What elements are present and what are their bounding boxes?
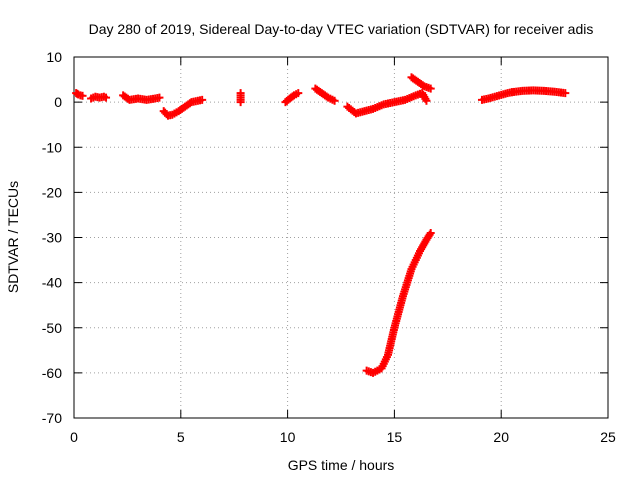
y-axis-tick-labels: 10 0 -10 -20 -30 -40 -50 -60 -70 [42,49,62,426]
data-point [426,84,435,93]
y-axis-label: SDTVAR / TECUs [5,181,21,293]
grid-lines [74,57,608,418]
x-tick-label: 0 [70,429,78,445]
data-point [78,91,87,100]
x-axis-tick-labels: 0 5 10 15 20 25 [70,429,616,445]
y-tick-label: -10 [42,139,62,155]
y-tick-label: -50 [42,320,62,336]
data-points [72,73,570,377]
y-tick-label: -20 [42,184,62,200]
data-point [102,93,111,102]
data-point [294,89,303,98]
y-tick-label: 10 [46,49,62,65]
y-tick-label: -40 [42,275,62,291]
data-point [561,89,570,98]
data-point [422,96,431,105]
x-tick-label: 5 [177,429,185,445]
data-point [236,98,245,107]
y-tick-label: -60 [42,365,62,381]
data-point [185,99,194,108]
y-tick-label: -70 [42,410,62,426]
y-tick-label: 0 [54,94,62,110]
x-tick-label: 25 [600,429,616,445]
x-axis-label: GPS time / hours [288,457,395,473]
x-tick-label: 10 [280,429,296,445]
data-point [198,95,207,104]
data-point [426,228,435,237]
data-point [155,93,164,102]
chart-title: Day 280 of 2019, Sidereal Day-to-day VTE… [89,21,594,37]
axis-ticks [73,56,609,419]
data-point [330,96,339,105]
y-tick-label: -30 [42,230,62,246]
x-tick-label: 20 [493,429,509,445]
x-tick-label: 15 [387,429,403,445]
